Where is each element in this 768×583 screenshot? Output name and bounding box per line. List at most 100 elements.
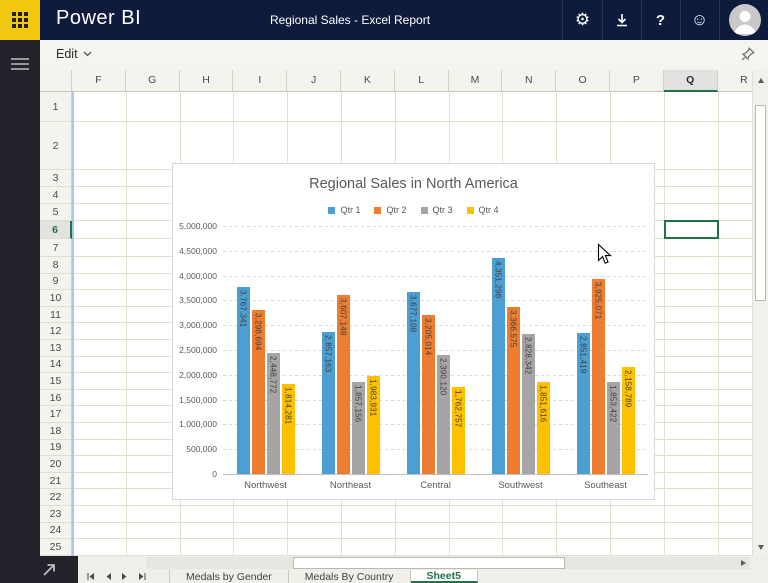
row-header-19[interactable]: 19	[40, 440, 72, 457]
chart-bar-qtr-4-northeast[interactable]: 1,983,931	[367, 376, 380, 474]
chart-bar-qtr-2-northwest[interactable]: 3,298,694	[252, 310, 265, 474]
row-header-6[interactable]: 6	[40, 221, 72, 239]
legend-label: Qtr 3	[433, 205, 453, 215]
selected-cell-Q6[interactable]	[664, 220, 719, 239]
row-header-15[interactable]: 15	[40, 373, 72, 390]
chart-bar-qtr-2-northeast[interactable]: 3,607,148	[337, 295, 350, 474]
chart-bar-qtr-3-northeast[interactable]: 1,857,156	[352, 382, 365, 474]
chart-legend: Qtr 1 Qtr 2 Qtr 3 Qtr 4	[173, 205, 654, 215]
previous-sheet-button[interactable]	[103, 572, 113, 581]
row-header-24[interactable]: 24	[40, 523, 72, 540]
horizontal-scroll-thumb[interactable]	[293, 557, 565, 569]
pin-button[interactable]	[740, 46, 756, 67]
chart-bar-qtr-1-central[interactable]: 3,677,108	[407, 292, 420, 474]
column-header-I[interactable]: I	[233, 70, 287, 92]
scroll-up-button[interactable]	[753, 73, 768, 87]
row-header-1[interactable]: 1	[40, 92, 72, 122]
row-header-22[interactable]: 22	[40, 489, 72, 506]
legend-item-qtr-4[interactable]: Qtr 4	[467, 205, 499, 215]
column-header-J[interactable]: J	[287, 70, 341, 92]
help-button[interactable]: ?	[641, 0, 680, 40]
x-axis-category-label: Central	[393, 480, 478, 491]
account-avatar[interactable]	[729, 4, 761, 36]
chart-bar-qtr-1-northwest[interactable]: 3,767,341	[237, 287, 250, 474]
row-header-5[interactable]: 5	[40, 204, 72, 221]
row-header-21[interactable]: 21	[40, 473, 72, 490]
chart-bar-qtr-2-southeast[interactable]: 3,925,071	[592, 279, 605, 474]
settings-button[interactable]: ⚙	[563, 0, 602, 40]
row-header-20[interactable]: 20	[40, 456, 72, 473]
horizontal-scroll-track[interactable]	[146, 557, 750, 569]
bar-data-label: 3,298,694	[254, 313, 263, 350]
legend-item-qtr-2[interactable]: Qtr 2	[374, 205, 406, 215]
chart-bar-qtr-4-southwest[interactable]: 1,851,616	[537, 382, 550, 474]
chart-bar-qtr-1-southeast[interactable]: 2,851,419	[577, 333, 590, 474]
chart-bar-qtr-3-central[interactable]: 2,390,120	[437, 355, 450, 474]
menu-button[interactable]	[11, 58, 29, 73]
triangle-down-icon	[758, 545, 764, 550]
chart-bar-qtr-2-southwest[interactable]: 3,366,575	[507, 307, 520, 474]
sheet-tab-medals-by-country[interactable]: Medals By Country	[289, 570, 411, 583]
row-header-2[interactable]: 2	[40, 122, 72, 170]
horizontal-scrollbar[interactable]	[78, 556, 768, 570]
row-header-12[interactable]: 12	[40, 323, 72, 340]
row-header-7[interactable]: 7	[40, 239, 72, 257]
powerbi-window: Power BI Regional Sales - Excel Report ⚙…	[0, 0, 768, 583]
sheet-tab-medals-by-gender[interactable]: Medals by Gender	[169, 570, 289, 583]
legend-item-qtr-3[interactable]: Qtr 3	[421, 205, 453, 215]
row-header-13[interactable]: 13	[40, 340, 72, 357]
column-header-O[interactable]: O	[556, 70, 610, 92]
row-header-11[interactable]: 11	[40, 307, 72, 324]
chart-bar-qtr-4-southeast[interactable]: 2,158,789	[622, 367, 635, 474]
y-axis-tick-label: 5,000,000	[173, 221, 217, 231]
edit-menu-button[interactable]: Edit	[56, 47, 92, 61]
column-header-M[interactable]: M	[449, 70, 503, 92]
column-header-P[interactable]: P	[610, 70, 664, 92]
row-header-3[interactable]: 3	[40, 170, 72, 187]
chart-bar-qtr-3-southeast[interactable]: 1,853,422	[607, 382, 620, 474]
chart-bar-qtr-1-northeast[interactable]: 2,857,163	[322, 332, 335, 474]
row-header-14[interactable]: 14	[40, 357, 72, 374]
vertical-scrollbar[interactable]	[752, 71, 768, 556]
app-launcher-button[interactable]	[0, 0, 40, 40]
next-sheet-button[interactable]	[120, 572, 130, 581]
fullscreen-expand-icon[interactable]	[40, 560, 58, 578]
row-header-8[interactable]: 8	[40, 257, 72, 274]
scroll-right-button[interactable]	[737, 557, 750, 569]
y-axis-tick-label: 1,500,000	[173, 395, 217, 405]
grid-corner-cell[interactable]	[40, 70, 72, 92]
scroll-down-button[interactable]	[753, 540, 768, 554]
column-header-Q[interactable]: Q	[664, 70, 718, 92]
row-header-10[interactable]: 10	[40, 290, 72, 307]
column-header-K[interactable]: K	[341, 70, 395, 92]
chart-bar-qtr-4-central[interactable]: 1,762,757	[452, 387, 465, 474]
column-header-F[interactable]: F	[72, 70, 126, 92]
chart-bar-qtr-1-southwest[interactable]: 4,351,296	[492, 258, 505, 474]
sheet-tabs: Medals by GenderMedals By CountrySheet5	[169, 570, 478, 583]
chart-bar-qtr-4-northwest[interactable]: 1,814,281	[282, 384, 295, 474]
row-header-9[interactable]: 9	[40, 274, 72, 291]
row-header-16[interactable]: 16	[40, 390, 72, 407]
row-header-25[interactable]: 25	[40, 539, 72, 556]
legend-item-qtr-1[interactable]: Qtr 1	[328, 205, 360, 215]
legend-label: Qtr 4	[479, 205, 499, 215]
download-button[interactable]	[602, 0, 641, 40]
row-header-4[interactable]: 4	[40, 187, 72, 204]
vertical-scroll-thumb[interactable]	[755, 105, 766, 301]
apps-grid-icon	[12, 12, 28, 28]
chart-bar-qtr-3-southwest[interactable]: 2,828,342	[522, 334, 535, 474]
first-sheet-button[interactable]	[86, 572, 96, 581]
chart-bar-qtr-3-northwest[interactable]: 2,448,772	[267, 353, 280, 474]
column-header-L[interactable]: L	[395, 70, 449, 92]
last-sheet-button[interactable]	[137, 572, 147, 581]
column-header-H[interactable]: H	[180, 70, 234, 92]
column-header-G[interactable]: G	[126, 70, 180, 92]
row-header-18[interactable]: 18	[40, 423, 72, 440]
row-header-23[interactable]: 23	[40, 506, 72, 523]
row-header-17[interactable]: 17	[40, 406, 72, 423]
sheet-tab-sheet5[interactable]: Sheet5	[411, 570, 478, 583]
column-header-N[interactable]: N	[502, 70, 556, 92]
legend-swatch	[374, 207, 381, 214]
feedback-button[interactable]: ☺	[680, 0, 719, 40]
chart-bar-qtr-2-central[interactable]: 3,205,014	[422, 315, 435, 474]
